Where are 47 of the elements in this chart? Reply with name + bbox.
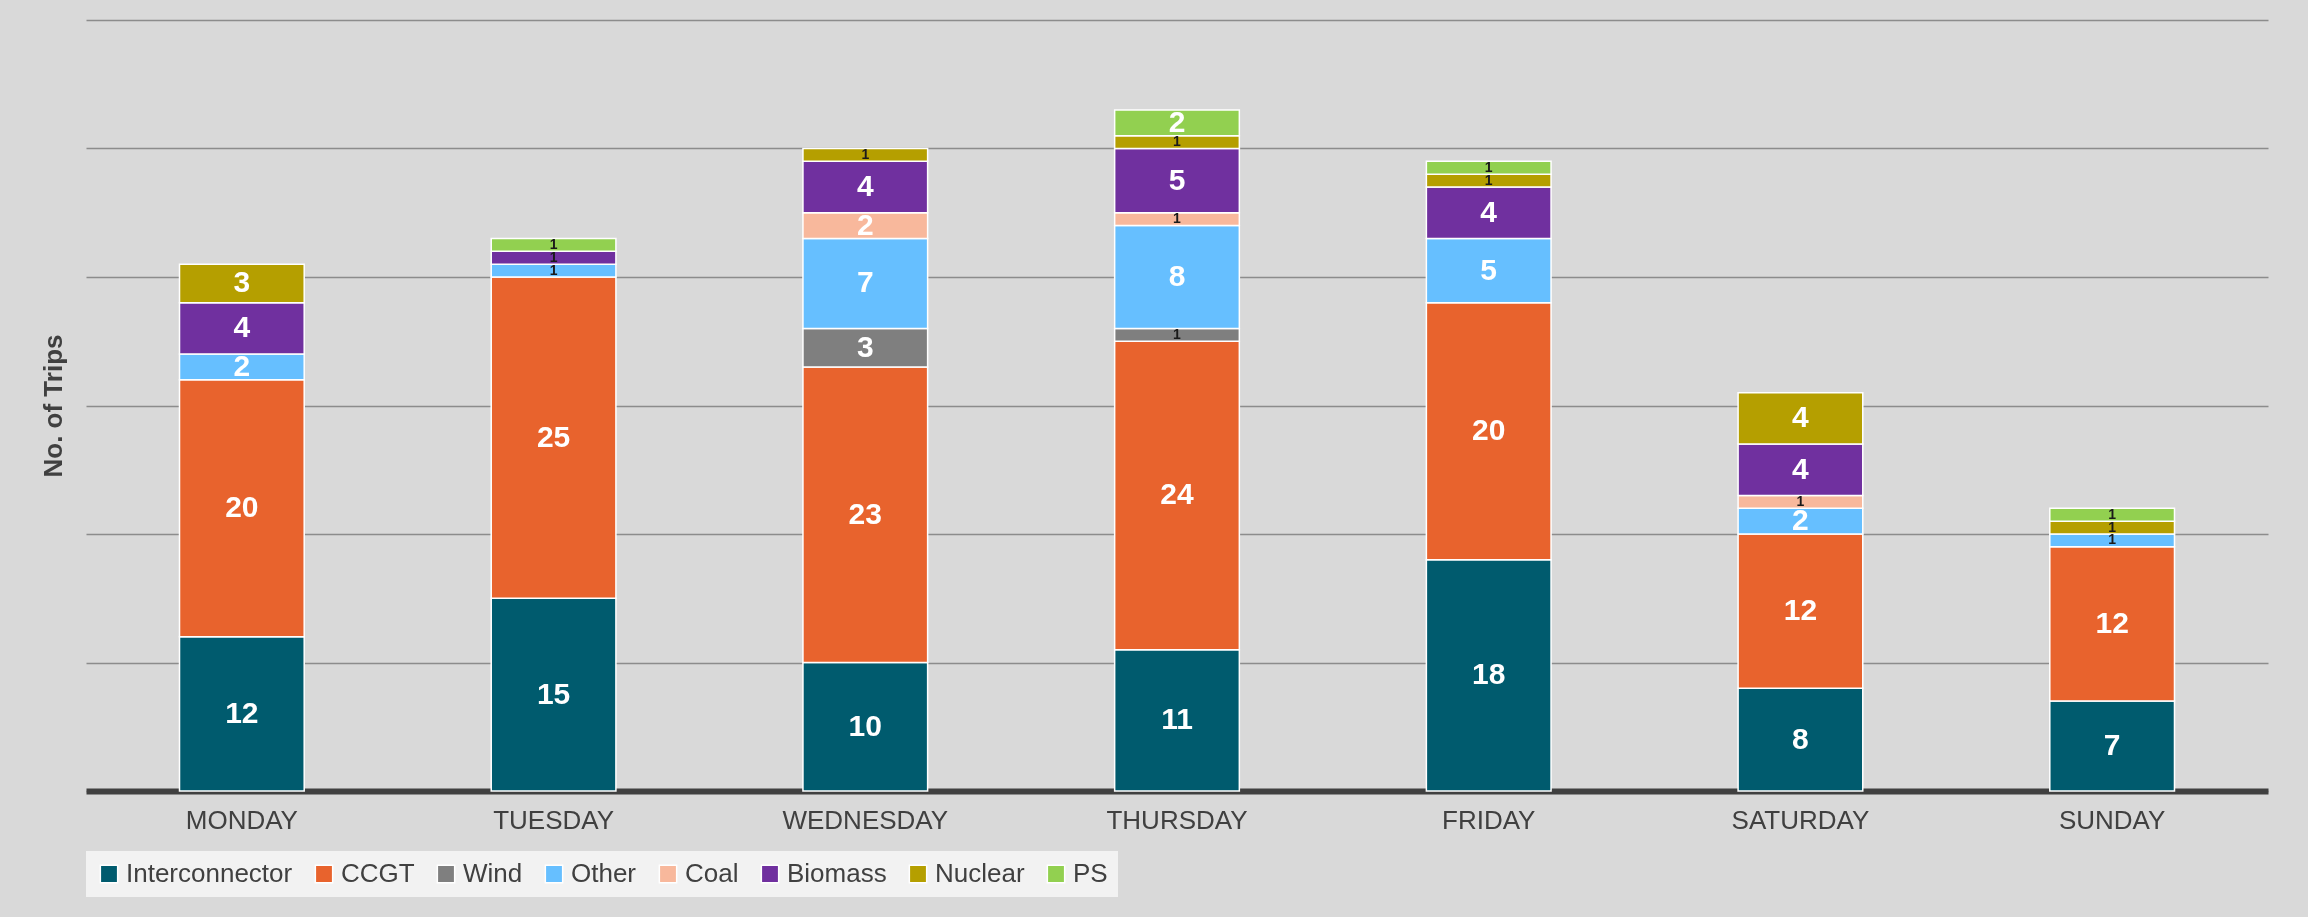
data-label: 4 [1480,194,1498,228]
data-label: 3 [856,329,874,363]
data-label: 24 [1160,477,1194,511]
x-tick-label: THURSDAY [1106,804,1248,835]
legend-label: Biomass [787,858,887,888]
data-label: 23 [848,496,882,530]
data-label: 20 [1472,413,1506,447]
data-label: 1 [1173,210,1182,227]
data-label: 18 [1472,657,1506,691]
x-tick-label: SUNDAY [2058,804,2166,835]
x-tick-label: WEDNESDAY [782,804,949,835]
legend-label: CCGT [341,858,415,888]
data-label: 4 [856,169,874,203]
data-label: 20 [225,490,259,524]
data-label: 1 [1173,133,1182,150]
legend-label: Nuclear [935,858,1025,888]
data-label: 10 [848,708,882,742]
data-label: 7 [856,265,874,299]
data-label: 1 [861,145,870,162]
data-label: 4 [233,310,251,344]
data-label: 7 [2103,728,2121,762]
legend-label: Interconnector [126,858,293,888]
data-label: 12 [2095,605,2129,639]
x-tick-label: TUESDAY [493,804,615,835]
legend-label: Coal [685,858,739,888]
data-label: 4 [1792,451,1810,485]
data-label: 2 [233,348,251,382]
data-label: 2 [856,207,874,241]
data-label: 3 [233,265,251,299]
data-label: 8 [1168,259,1186,292]
data-label: 11 [1161,702,1193,736]
legend-label: Wind [463,858,523,888]
data-label: 25 [536,419,571,453]
data-label: 4 [1792,400,1810,434]
data-label: 5 [1480,252,1498,286]
data-label: 5 [1168,162,1186,196]
x-tick-label: FRIDAY [1442,804,1536,835]
x-tick-label: SATURDAY [1731,804,1870,835]
data-label: 12 [225,695,259,729]
data-label: 15 [536,676,571,710]
data-label: 1 [1173,325,1182,342]
x-tick-label: MONDAY [185,804,298,835]
legend-label: PS [1073,858,1108,888]
data-label: 8 [1792,721,1809,755]
y-axis-title: No. of Trips [37,334,68,478]
data-label: 12 [1783,593,1818,627]
legend-label: Other [571,858,637,888]
